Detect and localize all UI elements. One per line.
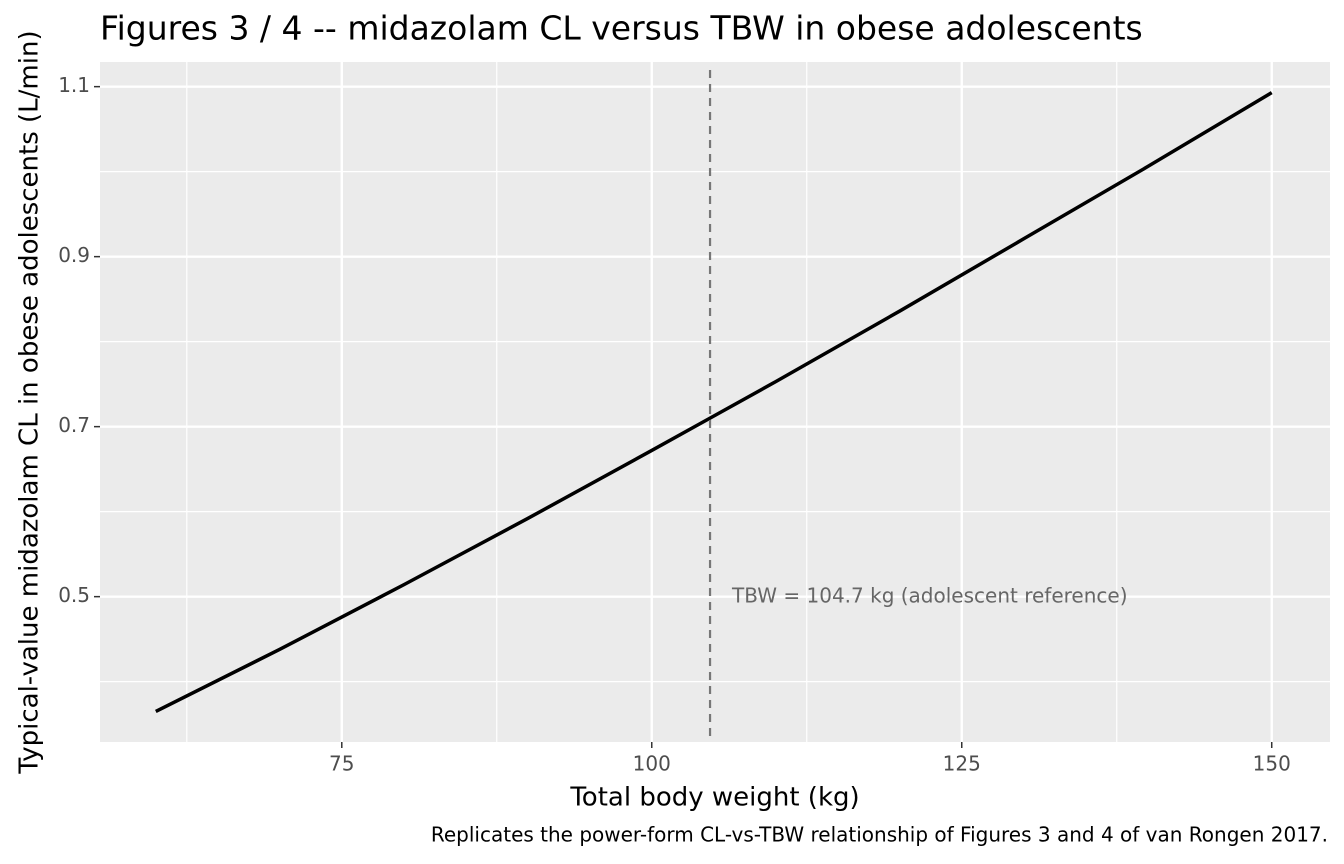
line-series: [155, 91, 1273, 713]
caption: Replicates the power-form CL-vs-TBW rela…: [431, 823, 1328, 847]
y-tick-label: 0.9: [58, 243, 90, 267]
y-tick-label: 0.7: [58, 413, 90, 437]
y-tick-label: 1.1: [58, 73, 90, 97]
reference-label: TBW = 104.7 kg (adolescent reference): [731, 584, 1127, 608]
y-axis-title: Typical-value midazolam CL in obese adol…: [15, 30, 45, 774]
x-tick-label: 125: [943, 752, 981, 776]
y-tick-label: 0.5: [58, 583, 90, 607]
x-tick-label: 100: [633, 752, 671, 776]
chart-title: Figures 3 / 4 -- midazolam CL versus TBW…: [100, 9, 1143, 48]
panel: [100, 62, 1330, 742]
x-tick-label: 150: [1253, 752, 1291, 776]
x-tick-label: 75: [329, 752, 354, 776]
x-axis-title: Total body weight (kg): [569, 783, 859, 813]
